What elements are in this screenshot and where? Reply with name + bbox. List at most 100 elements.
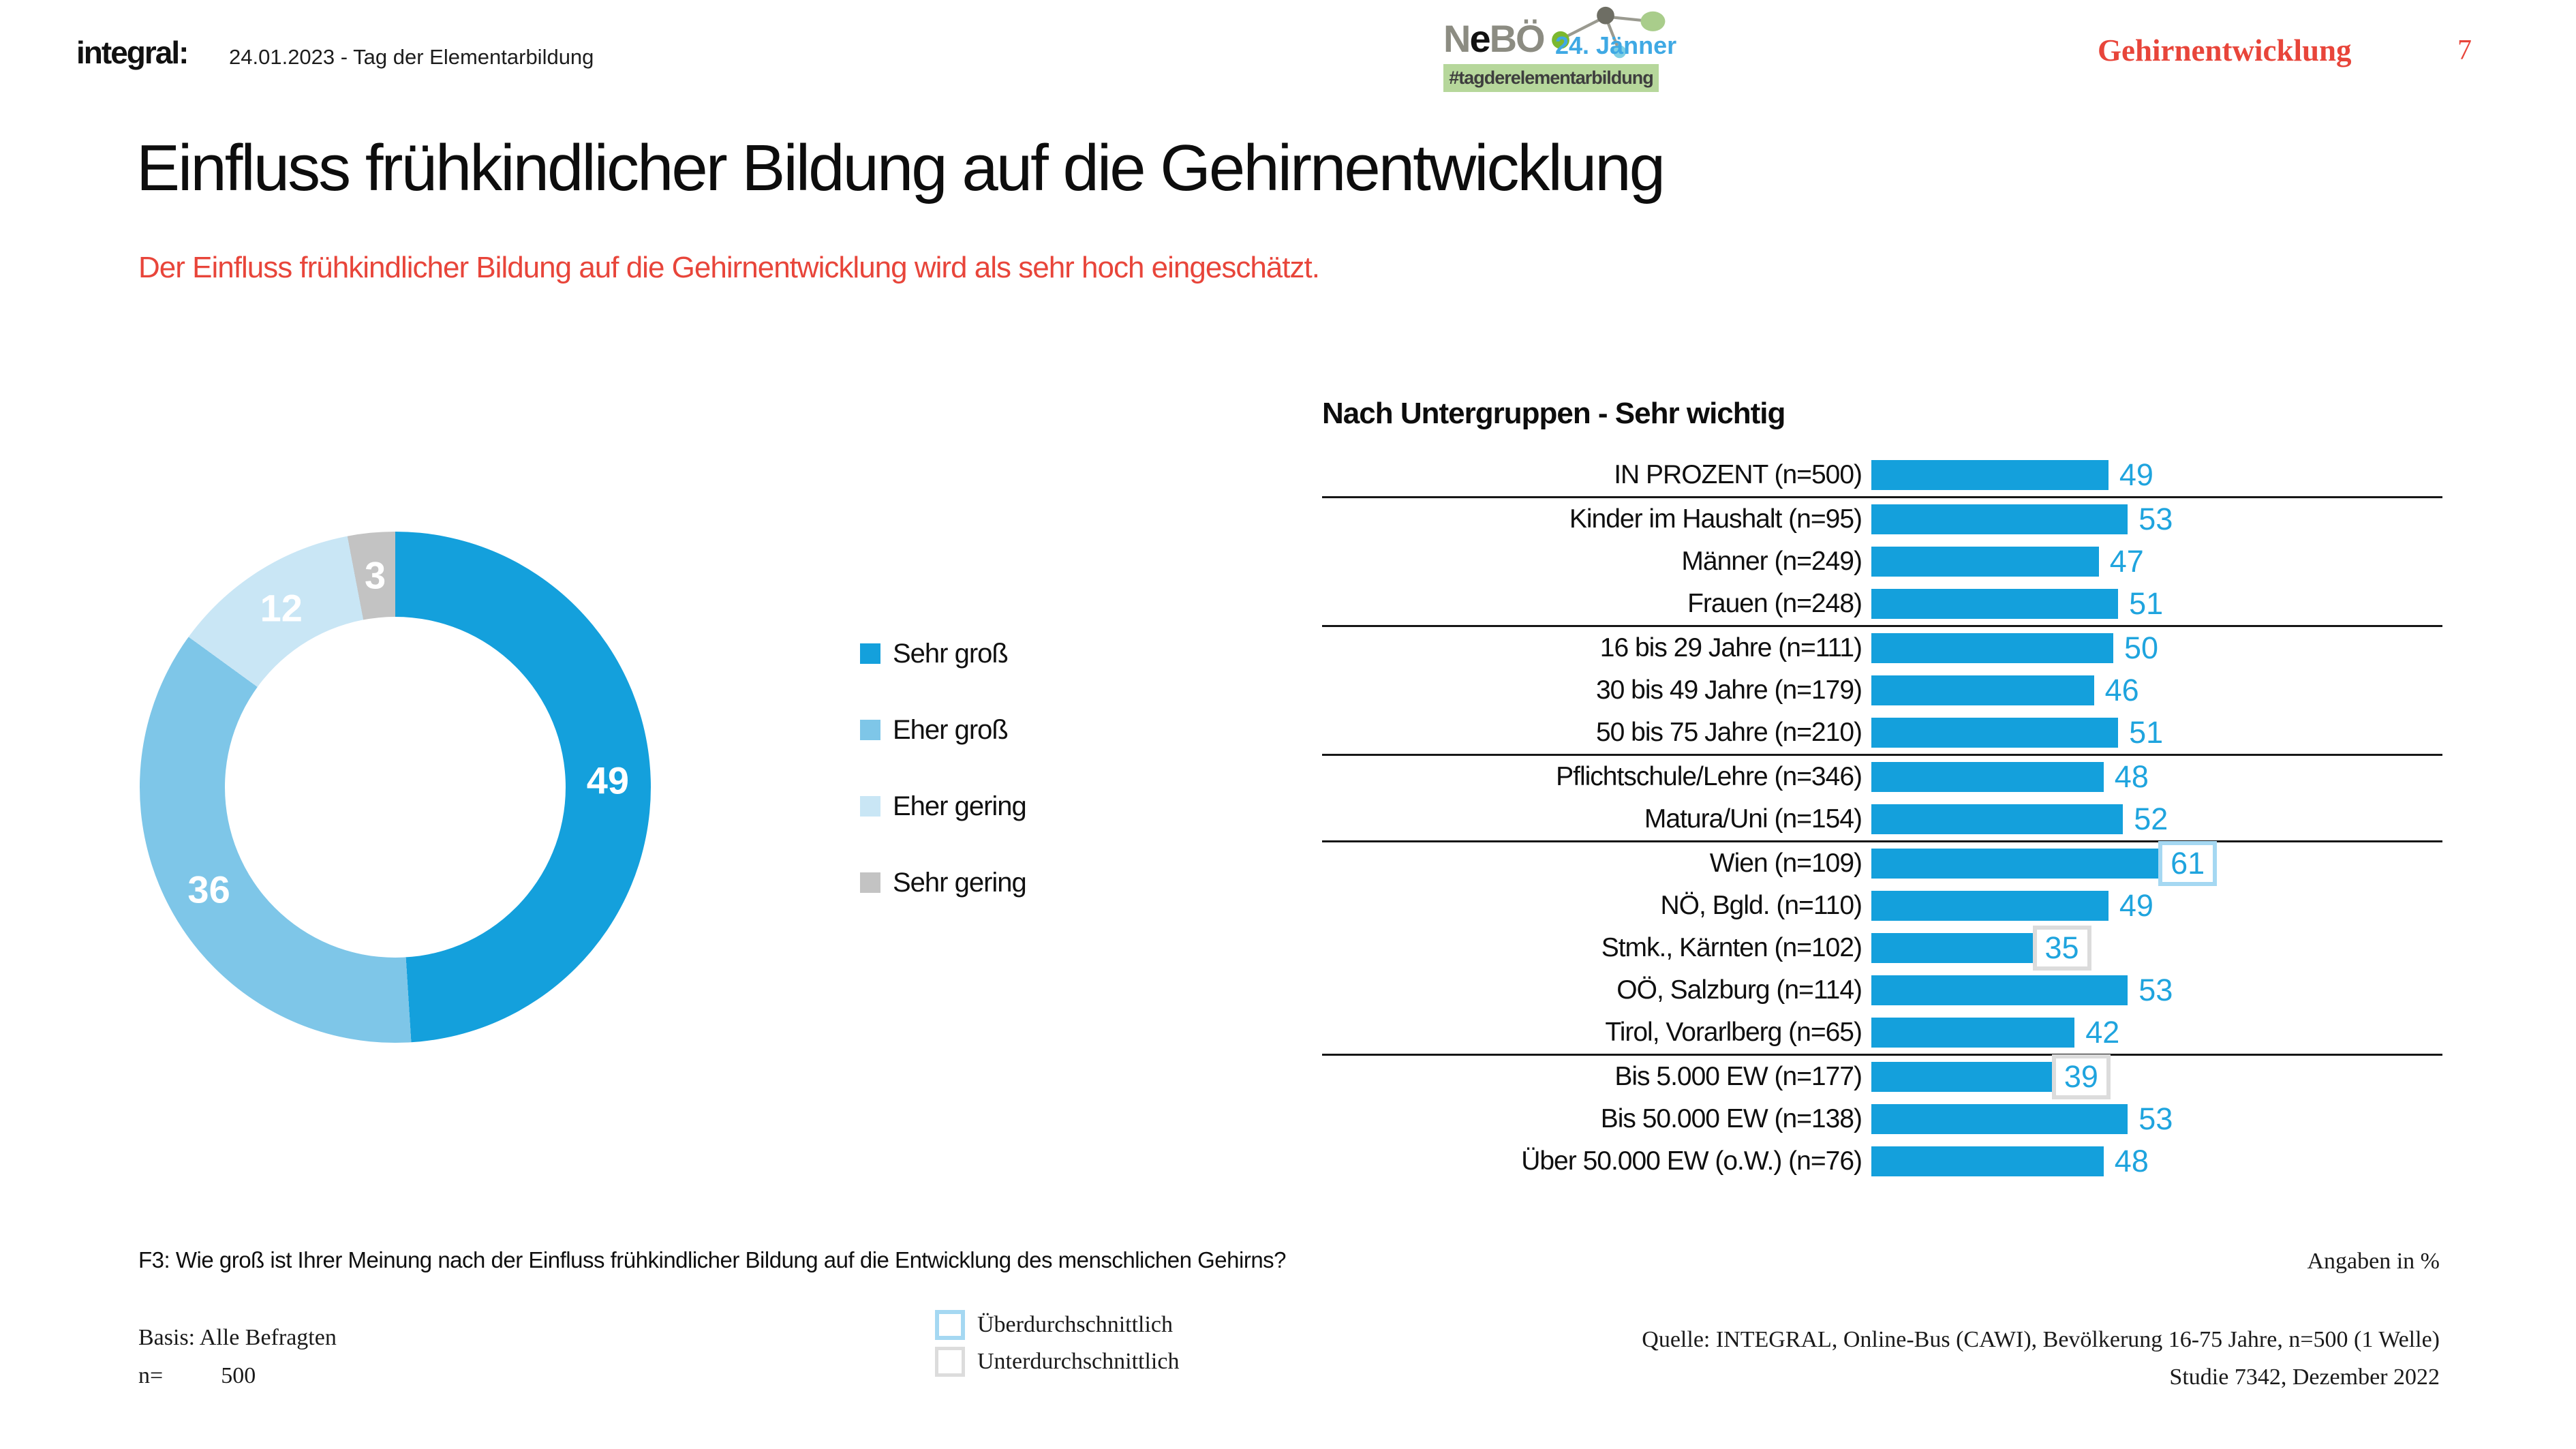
bar-value: 53 xyxy=(2138,973,2173,1008)
above-average-label: Überdurchschnittlich xyxy=(977,1312,1174,1337)
legend-item: Sehr gering xyxy=(860,867,1027,898)
bar-group: Kinder im Haushalt (n=95) 53 Männer (n=249… xyxy=(1322,498,2442,627)
bar-zone: 53 xyxy=(1871,498,2442,540)
bar-value: 48 xyxy=(2114,1144,2149,1179)
integral-logo: integral: xyxy=(76,35,189,70)
bar-zone: 53 xyxy=(1871,1098,2442,1140)
legend-label: Eher groß xyxy=(893,714,1009,745)
bar-row: Stmk., Kärnten (n=102) 35 xyxy=(1322,926,2442,971)
bar-row: 16 bis 29 Jahre (n=111) 50 xyxy=(1322,627,2442,669)
bar-rows: IN PROZENT (n=500) 49 Kinder im Haushalt (… xyxy=(1322,454,2442,1183)
legend-swatch-icon xyxy=(860,643,880,664)
bar-category-label: Stmk., Kärnten (n=102) xyxy=(1601,933,1862,962)
bar xyxy=(1871,891,2109,921)
bar-value: 49 xyxy=(2119,457,2153,493)
nebo-logo-hashtag: #tagderelementarbildung xyxy=(1443,64,1659,92)
bar-group: Pflichtschule/Lehre (n=346) 48 Matura/Uni … xyxy=(1322,756,2442,842)
bar-value: 48 xyxy=(2114,759,2149,795)
section-title: Gehirnentwicklung xyxy=(2098,33,2352,67)
nebo-logo: NeBÖ 24. Jänner #tagderelementarbildung xyxy=(1443,5,1676,92)
legend-label: Eher gering xyxy=(893,791,1027,821)
bar-value: 46 xyxy=(2104,673,2139,708)
donut-slice-value: 3 xyxy=(365,553,386,597)
bar-zone: 48 xyxy=(1871,756,2442,798)
bar-category-label: Frauen (n=248) xyxy=(1687,589,1862,618)
bar xyxy=(1871,1104,2128,1134)
bar-row: Pflichtschule/Lehre (n=346) 48 xyxy=(1322,756,2442,798)
bar-value: 51 xyxy=(2129,586,2164,622)
bar xyxy=(1871,975,2128,1005)
bar-row: NÖ, Bgld. (n=110) 49 xyxy=(1322,885,2442,927)
basis-line: Basis: Alle Befragten xyxy=(138,1325,337,1350)
below-average-legend-item: Unterdurchschnittlich xyxy=(935,1347,1179,1377)
bar-row: OÖ, Salzburg (n=114) 53 xyxy=(1322,969,2442,1011)
annotation-legend: Überdurchschnittlich Unterdurchschnittli… xyxy=(935,1310,1179,1377)
bar xyxy=(1871,1018,2075,1048)
bar-value-below-average: 39 xyxy=(2051,1054,2111,1099)
bar-group: IN PROZENT (n=500) 49 xyxy=(1322,454,2442,498)
nebo-logo-top: NeBÖ 24. Jänner xyxy=(1443,5,1676,64)
source-note: Quelle: INTEGRAL, Online-Bus (CAWI), Bev… xyxy=(1642,1321,2440,1396)
bar-category-label: Bis 5.000 EW (n=177) xyxy=(1614,1062,1862,1091)
above-average-box-icon xyxy=(935,1310,965,1340)
bar-category-label: Männer (n=249) xyxy=(1681,547,1862,576)
bar xyxy=(1871,933,2041,963)
bar-zone: 61 xyxy=(1871,841,2442,886)
bar-category-label: Kinder im Haushalt (n=95) xyxy=(1569,504,1862,534)
bar-row: Wien (n=109) 61 xyxy=(1322,841,2442,886)
angaben-note: Angaben in % xyxy=(2307,1249,2440,1274)
bar-category-label: 50 bis 75 Jahre (n=210) xyxy=(1595,718,1862,747)
bar-value: 42 xyxy=(2085,1015,2120,1050)
bar-value: 53 xyxy=(2138,502,2173,537)
legend-item: Eher gering xyxy=(860,791,1027,822)
bar-row: Männer (n=249) 47 xyxy=(1322,540,2442,583)
legend-swatch-icon xyxy=(860,872,880,893)
bar-category-label: 30 bis 49 Jahre (n=179) xyxy=(1595,675,1862,705)
legend-item: Sehr groß xyxy=(860,638,1026,669)
bar-row: Matura/Uni (n=154) 52 xyxy=(1322,798,2442,840)
bar-row: Kinder im Haushalt (n=95) 53 xyxy=(1322,498,2442,540)
legend-label: Sehr groß xyxy=(893,638,1009,669)
bar-zone: 50 xyxy=(1871,627,2442,669)
bar-row: 50 bis 75 Jahre (n=210) 51 xyxy=(1322,712,2442,754)
bar-row: Frauen (n=248) 51 xyxy=(1322,583,2442,625)
below-average-box-icon xyxy=(935,1347,965,1377)
bar xyxy=(1871,849,2167,879)
bar-category-label: Matura/Uni (n=154) xyxy=(1644,804,1862,834)
bar-group: Bis 5.000 EW (n=177) 39 Bis 50.000 EW (n=1… xyxy=(1322,1054,2442,1183)
bar-zone: 52 xyxy=(1871,798,2442,840)
bar xyxy=(1871,633,2113,663)
bar xyxy=(1871,504,2128,534)
bar-category-label: 16 bis 29 Jahre (n=111) xyxy=(1599,633,1862,662)
bar-category-label: OÖ, Salzburg (n=114) xyxy=(1616,975,1862,1005)
bar-value: 49 xyxy=(2119,888,2153,924)
bar-value: 47 xyxy=(2109,544,2144,579)
donut-hole xyxy=(225,617,566,958)
n-line: n= 500 xyxy=(138,1363,256,1389)
bar-value: 51 xyxy=(2129,715,2164,750)
bar-zone: 53 xyxy=(1871,969,2442,1011)
bar-value: 52 xyxy=(2134,802,2168,837)
bar-value-below-average: 35 xyxy=(2032,926,2091,971)
donut-slice-value: 12 xyxy=(260,586,303,630)
bar-group: 16 bis 29 Jahre (n=111) 50 30 bis 49 Jahre… xyxy=(1322,627,2442,756)
bar-value: 53 xyxy=(2138,1101,2173,1137)
legend-item: Eher groß xyxy=(860,714,1026,746)
n-value: 500 xyxy=(221,1363,256,1388)
bar-category-label: Über 50.000 EW (o.W.) (n=76) xyxy=(1521,1146,1862,1176)
legend-swatch-icon xyxy=(860,720,880,740)
bar xyxy=(1871,762,2104,792)
nebo-logo-date: 24. Jänner xyxy=(1555,31,1677,59)
bar-category-label: Bis 50.000 EW (n=138) xyxy=(1600,1104,1862,1133)
page-title: Einfluss frühkindlicher Bildung auf die … xyxy=(136,132,1666,204)
bar xyxy=(1871,804,2123,834)
bar xyxy=(1871,675,2094,705)
bar xyxy=(1871,460,2109,490)
bar-zone: 51 xyxy=(1871,583,2442,625)
bar-category-label: NÖ, Bgld. (n=110) xyxy=(1660,891,1862,920)
bar-zone: 35 xyxy=(1871,926,2442,971)
donut-slice-value: 36 xyxy=(187,868,230,911)
bar-value: 50 xyxy=(2124,630,2159,666)
bar-row: 30 bis 49 Jahre (n=179) 46 xyxy=(1322,669,2442,712)
legend-swatch-icon xyxy=(860,796,880,817)
